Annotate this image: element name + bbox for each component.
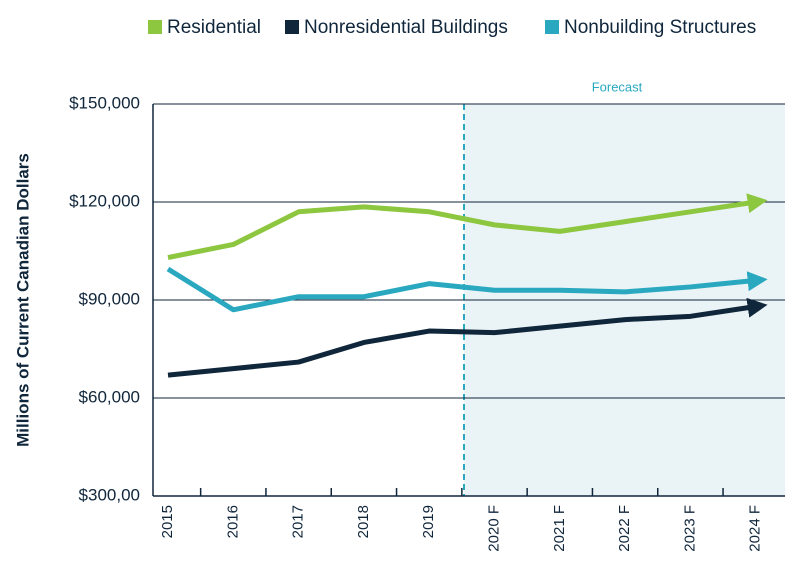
legend-label: Nonresidential Buildings: [304, 17, 508, 38]
legend-label: Residential: [167, 17, 261, 38]
x-tick-label: 2016: [224, 505, 241, 538]
forecast-label: Forecast: [592, 79, 643, 94]
legend-label: Nonbuilding Structures: [564, 17, 756, 38]
y-tick-label: $60,000: [79, 387, 140, 406]
y-axis-label: Millions of Current Canadian Dollars: [13, 153, 32, 447]
x-tick-label: 2020 F: [485, 505, 502, 552]
x-tick-label: 2017: [290, 505, 307, 538]
legend-swatch: [545, 20, 559, 34]
legend-swatch: [285, 20, 299, 34]
x-tick-label: 2018: [355, 505, 372, 538]
x-tick-label: 2015: [159, 505, 176, 538]
y-tick-label: $150,000: [69, 93, 140, 112]
x-tick-label: 2019: [420, 505, 437, 538]
y-tick-label: $90,000: [79, 289, 140, 308]
y-tick-label: $300,00: [79, 485, 140, 504]
legend-swatch: [148, 20, 162, 34]
series-line: [167, 297, 768, 378]
x-tick-label: 2021 F: [551, 505, 568, 552]
y-tick-label: $120,000: [69, 191, 140, 210]
x-tick-label: 2023 F: [681, 505, 698, 552]
x-tick-label: 2024 F: [747, 505, 764, 552]
x-tick-label: 2022 F: [616, 505, 633, 552]
series-line: [166, 266, 768, 313]
series-line: [167, 193, 768, 260]
